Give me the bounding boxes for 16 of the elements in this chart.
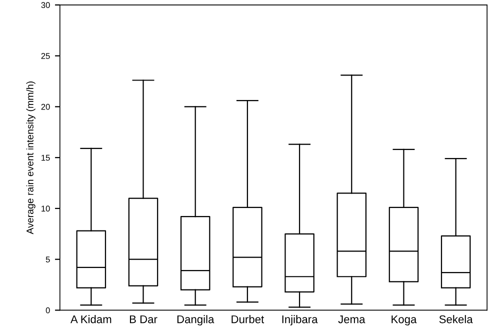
y-tick-label: 15 xyxy=(42,154,50,161)
y-tick-label: 0 xyxy=(46,307,50,314)
y-tick-label: 20 xyxy=(41,104,50,110)
y-tick-label: 5 xyxy=(46,256,50,262)
x-tick-label: Injibara xyxy=(282,315,318,326)
x-tick-label: Koga xyxy=(392,315,417,326)
x-tick-label: A Kidam xyxy=(70,315,112,324)
y-tick-label: 30 xyxy=(41,2,50,8)
x-tick-label: Sekela xyxy=(439,315,473,324)
x-tick-label: Dangila xyxy=(177,315,214,326)
x-tick-label: Jema xyxy=(338,315,366,324)
x-tick-label: B Dar xyxy=(130,315,158,324)
y-axis-title: Average rain event intensity (mm/h) xyxy=(26,82,36,234)
y-tick-label: 10 xyxy=(42,206,50,212)
x-tick-label: Durbet xyxy=(232,315,264,324)
y-tick-label: 25 xyxy=(41,53,50,59)
